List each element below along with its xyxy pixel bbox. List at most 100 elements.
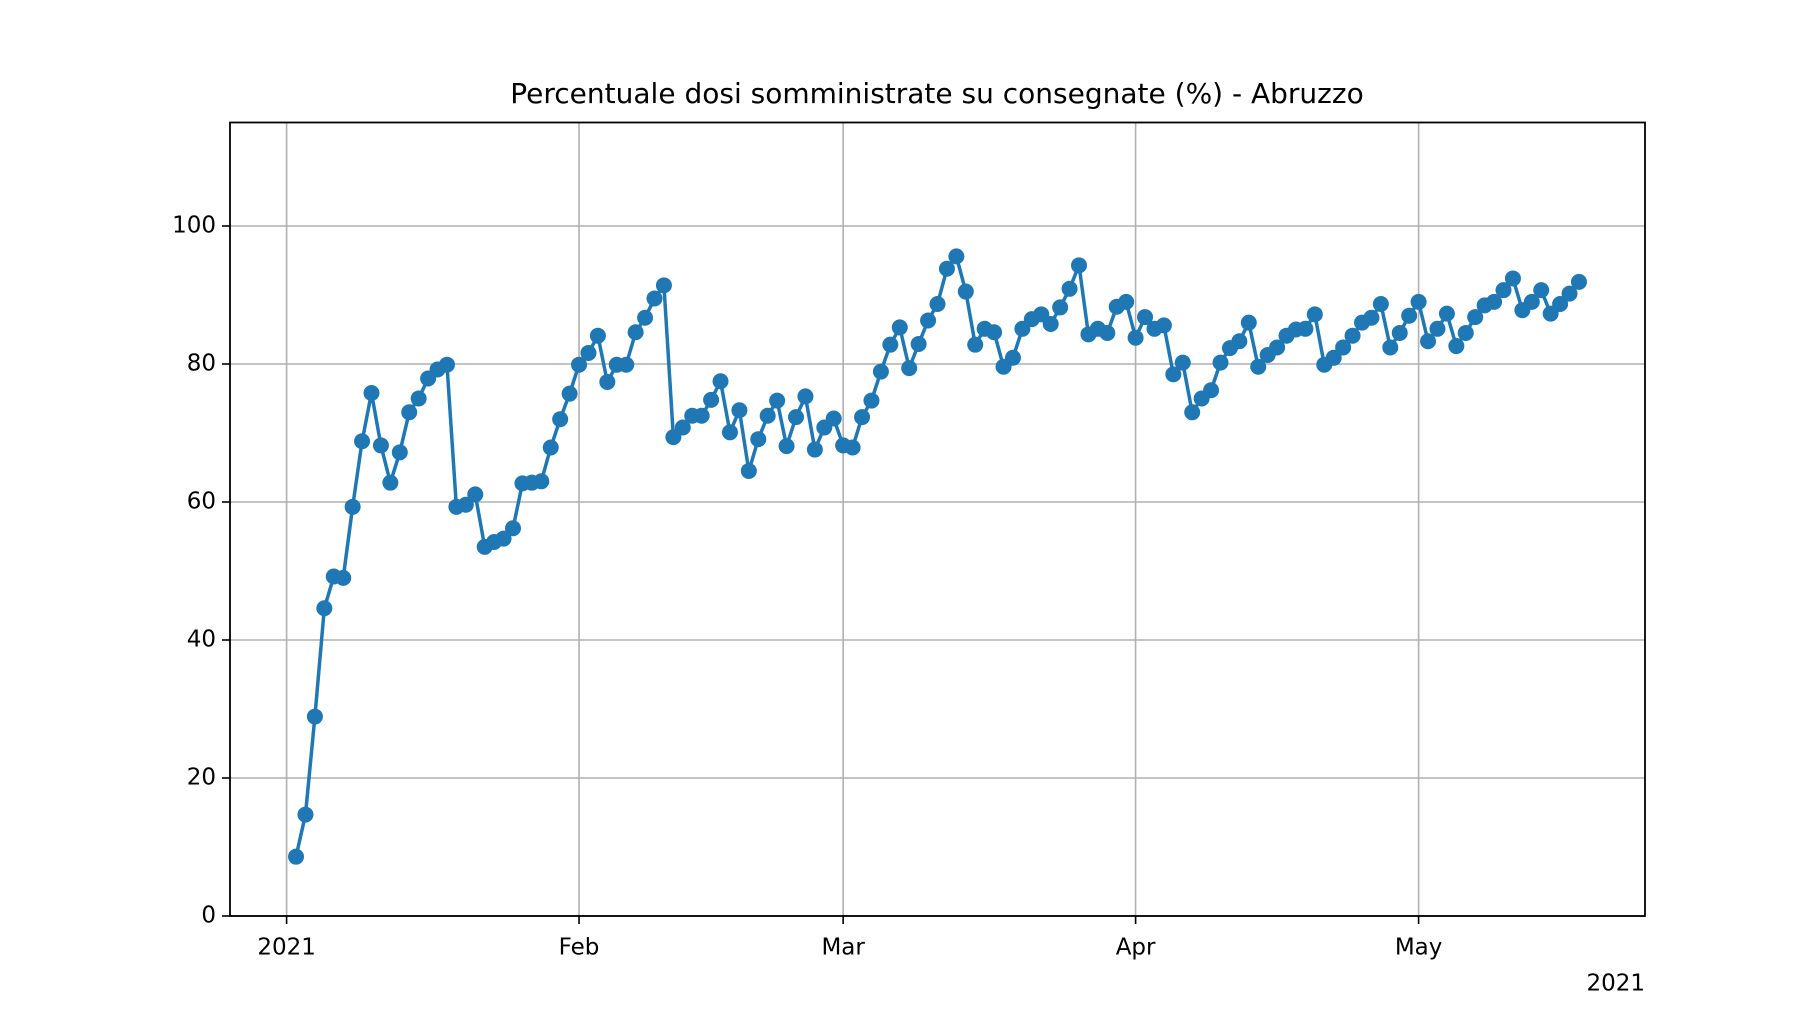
x-tick-label: Apr: [1116, 935, 1156, 961]
data-point: [1203, 382, 1220, 399]
data-point: [1495, 282, 1512, 299]
data-point: [1231, 333, 1248, 350]
data-point: [288, 848, 305, 865]
data-point: [1438, 305, 1455, 322]
data-point: [391, 444, 408, 461]
data-point: [1240, 314, 1257, 331]
data-point: [655, 277, 672, 294]
data-point: [1071, 257, 1087, 274]
data-point: [505, 520, 521, 537]
data-point: [863, 392, 880, 409]
data-point: [1118, 293, 1135, 310]
data-point: [957, 283, 974, 300]
data-point: [552, 411, 569, 428]
data-point: [297, 806, 314, 823]
data-point: [967, 336, 984, 353]
data-point: [495, 530, 512, 547]
data-point: [1174, 354, 1191, 371]
data-point: [589, 327, 606, 344]
data-point: [1372, 295, 1389, 312]
data-point: [910, 335, 927, 352]
data-point: [571, 356, 588, 373]
data-point: [1570, 273, 1587, 290]
data-point: [438, 356, 455, 373]
plot-frame: [229, 121, 1646, 917]
data-point: [750, 431, 767, 448]
data-point: [1523, 293, 1540, 310]
x-offset-label: 2021: [1586, 971, 1645, 997]
data-point: [618, 356, 635, 373]
x-tick-label: Feb: [559, 935, 600, 961]
data-point: [1184, 404, 1201, 421]
data-point: [1250, 358, 1267, 375]
data-point: [882, 336, 899, 353]
grid: [230, 122, 1645, 917]
data-point: [938, 260, 955, 277]
data-point: [788, 409, 804, 426]
data-point: [646, 290, 663, 307]
data-point: [1127, 329, 1144, 346]
y-tick-label: 100: [172, 213, 216, 239]
data-point: [703, 391, 720, 408]
data-point: [1325, 349, 1342, 366]
data-point: [580, 344, 597, 361]
data-point: [599, 373, 616, 390]
data-point: [335, 569, 352, 586]
data-point: [637, 309, 654, 326]
data-point: [1420, 333, 1437, 350]
data-point: [1448, 338, 1465, 355]
data-point: [854, 409, 871, 426]
data-point: [1052, 299, 1069, 316]
data-point: [1457, 324, 1474, 341]
data-point: [1306, 306, 1323, 323]
data-point: [382, 474, 399, 491]
data-point: [1410, 293, 1427, 310]
data-point: [844, 439, 861, 456]
data-point: [721, 424, 738, 441]
data-point: [410, 390, 427, 407]
data-point: [1155, 317, 1172, 334]
data-point: [363, 384, 380, 401]
data-point: [1429, 320, 1446, 337]
data-point: [693, 407, 710, 424]
data-point: [740, 462, 757, 479]
data-point: [1099, 324, 1116, 341]
y-tick-label: 60: [187, 489, 216, 515]
data-point: [1212, 354, 1229, 371]
data-point: [948, 248, 965, 265]
data-point: [986, 324, 1003, 341]
data-point: [901, 360, 918, 377]
data-point: [316, 600, 333, 617]
data-point: [1561, 285, 1578, 302]
data-point: [797, 388, 814, 405]
data-point: [401, 404, 418, 421]
data-point: [1335, 339, 1352, 356]
data-point: [1061, 280, 1078, 297]
data-point: [920, 312, 937, 329]
data-point: [306, 708, 323, 725]
x-tick-label: Mar: [821, 935, 865, 961]
y-tick-label: 40: [187, 627, 216, 653]
data-point: [542, 439, 559, 456]
data-point: [1486, 293, 1503, 310]
data-point: [627, 324, 644, 341]
y-tick-label: 20: [187, 765, 216, 791]
data-point: [1269, 339, 1286, 356]
data-point: [344, 498, 361, 515]
data-point: [1137, 309, 1154, 326]
data-point: [1467, 309, 1484, 326]
data-point: [806, 441, 823, 458]
data-point: [1363, 309, 1380, 326]
data-point: [929, 295, 946, 312]
data-point: [1401, 307, 1418, 324]
data-point: [372, 437, 389, 454]
data-point: [1533, 282, 1550, 299]
data-point: [1391, 324, 1408, 341]
y-tick-label: 80: [187, 351, 216, 377]
x-tick-label: 2021: [257, 935, 316, 961]
data-point: [759, 407, 776, 424]
data-point: [1004, 349, 1021, 366]
data-point: [674, 419, 691, 436]
